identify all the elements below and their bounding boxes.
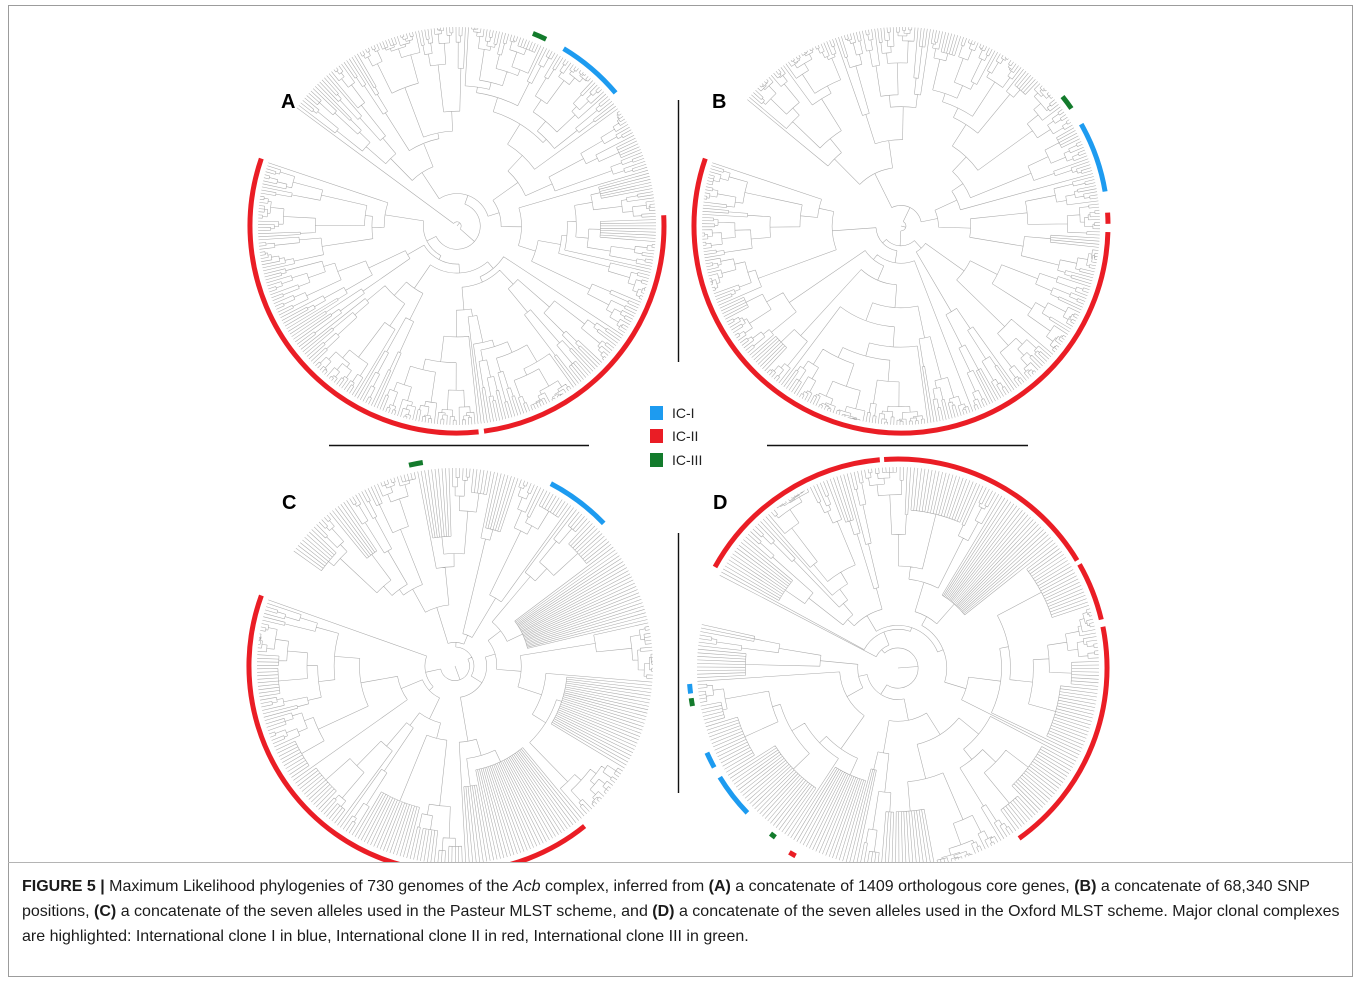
tree-d-ic-i-highlight-arc-7 [704,751,717,769]
caption-text: complex, inferred from [540,878,709,895]
figure-box [8,5,1353,977]
caption-text: a concatenate of 68,340 SNP positions, [22,878,1310,920]
panel-d: D [687,456,1110,862]
tree-d-ic-ii-highlight-arc-2 [883,456,1080,562]
tree-d [687,456,1110,862]
figure-panels: A B C D [246,26,1111,862]
legend-item-ic-ii: IC-II [650,425,702,449]
panel-c: C [246,460,653,862]
tree-c [246,460,653,862]
legend-swatch-ic-iii [650,452,663,467]
tree-d-ic-ii-highlight-arc-1 [712,457,881,569]
panel-label-b: B [712,91,726,113]
caption-panel-ref-d: (D) [652,903,675,920]
tree-a-branches [257,26,657,426]
tree-b-ic-iii-highlight-arc-4 [1060,95,1074,110]
tree-a-ic-i-highlight-arc-3 [562,46,618,95]
panel-b: B [691,26,1111,436]
caption-divider [8,862,1353,863]
caption-italic-term: Acb [512,878,541,895]
legend-item-ic-i: IC-I [650,401,702,425]
tree-d-ic-i-highlight-arc-8 [717,775,750,815]
tree-d-branches [696,466,1100,862]
tree-d-ic-iii-highlight-arc-6 [688,697,695,707]
caption-figure-number: FIGURE 5 | [22,878,105,895]
figure-caption: FIGURE 5 | Maximum Likelihood phylogenie… [22,874,1340,949]
legend-swatch-ic-i [650,405,663,420]
tree-a-ic-ii-highlight-arc-2 [483,215,667,434]
caption-text: Maximum Likelihood phylogenies of 730 ge… [104,878,513,895]
caption-text: a concatenate of the seven alleles used … [116,903,653,920]
legend-label-ic-ii: IC-II [672,428,699,445]
tree-a [247,26,667,436]
panel-label-a: A [281,91,295,113]
tree-c-ic-ii-highlight-arc-1 [246,594,587,862]
caption-text: a concatenate of 1409 orthologous core g… [730,878,1075,895]
tree-a-ic-ii-highlight-arc-1 [247,157,479,436]
tree-d-ic-iii-highlight-arc-9 [768,831,777,840]
tree-c-ic-i-highlight-arc-2 [549,481,606,526]
legend-item-ic-iii: IC-III [650,448,702,472]
legend-swatch-ic-ii [650,429,663,444]
tree-d-ic-ii-highlight-arc-4 [1017,626,1110,841]
tree-d-ic-i-highlight-arc-5 [687,683,694,694]
legend-label-ic-i: IC-I [672,404,695,421]
tree-a-ic-iii-highlight-arc-4 [531,31,548,42]
tree-c-branches [256,467,653,862]
panel-a: A [247,26,667,436]
tree-d-ic-ii-highlight-arc-10 [788,850,797,859]
panel-label-d: D [713,492,727,514]
legend: IC-I IC-II IC-III [650,401,702,472]
caption-panel-ref-b: (B) [1074,878,1097,895]
tree-b-branches [701,26,1101,426]
caption-panel-ref-a: (A) [708,878,731,895]
tree-c-ic-iii-highlight-arc-3 [408,460,424,468]
tree-b-ic-i-highlight-arc-3 [1079,122,1108,192]
tree-d-ic-ii-highlight-arc-3 [1077,563,1104,621]
legend-label-ic-iii: IC-III [672,451,703,468]
panel-label-c: C [282,492,296,514]
tree-b [691,26,1111,436]
caption-panel-ref-c: (C) [94,903,117,920]
caption-text: a concatenate of the seven alleles used … [22,903,1340,945]
tree-b-ic-ii-highlight-arc-1 [691,157,1111,436]
